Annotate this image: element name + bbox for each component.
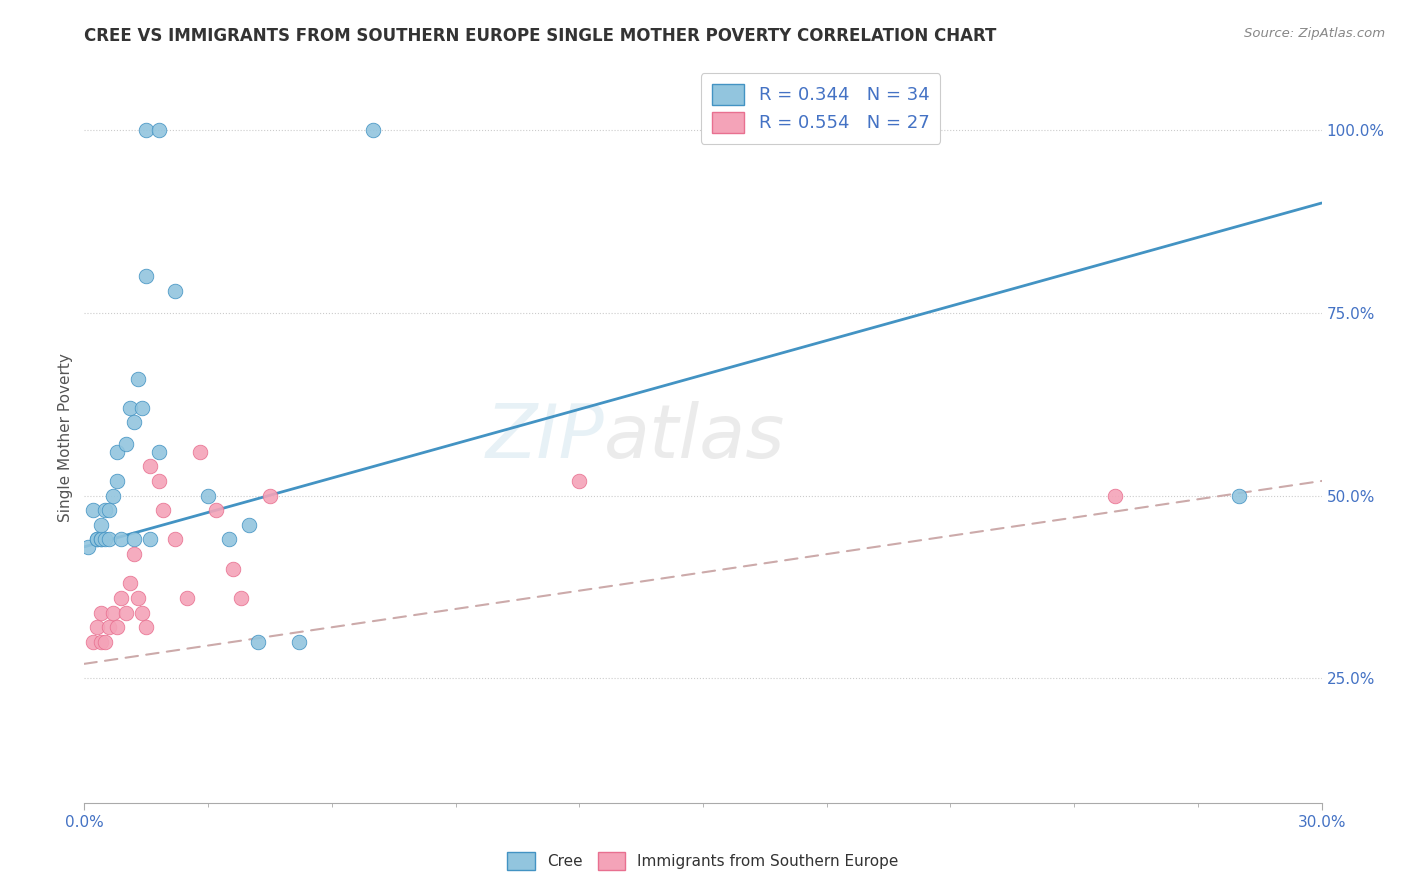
Point: [94, 635, 117, 649]
Point: [139, 459, 162, 474]
Point: [148, 474, 170, 488]
Point: [152, 503, 174, 517]
Point: [98, 503, 121, 517]
Point: [90, 606, 112, 620]
Point: [122, 547, 145, 561]
Point: [288, 635, 311, 649]
Point: [90, 517, 112, 532]
Point: [131, 606, 153, 620]
Point: [105, 444, 128, 458]
Point: [188, 444, 211, 458]
Point: [86, 533, 108, 547]
Point: [139, 533, 162, 547]
Point: [361, 123, 384, 137]
Point: [1227, 489, 1250, 503]
Point: [259, 489, 281, 503]
Point: [246, 635, 269, 649]
Point: [110, 591, 132, 605]
Point: [176, 591, 198, 605]
Point: [568, 474, 591, 488]
Point: [127, 591, 149, 605]
Point: [122, 416, 145, 430]
Point: [135, 269, 157, 284]
Text: ZIP: ZIP: [485, 401, 605, 473]
Point: [205, 503, 228, 517]
Point: [103, 606, 125, 620]
Point: [238, 517, 260, 532]
Point: [90, 533, 112, 547]
Point: [118, 401, 141, 415]
Point: [165, 533, 187, 547]
Legend: Cree, Immigrants from Southern Europe: Cree, Immigrants from Southern Europe: [498, 843, 908, 880]
Point: [127, 371, 149, 385]
Point: [98, 620, 121, 634]
Point: [1104, 489, 1126, 503]
Point: [122, 533, 145, 547]
Point: [135, 123, 157, 137]
Point: [90, 533, 112, 547]
Point: [114, 437, 136, 451]
Point: [118, 576, 141, 591]
Point: [131, 401, 153, 415]
Text: Source: ZipAtlas.com: Source: ZipAtlas.com: [1244, 27, 1385, 40]
Point: [94, 503, 117, 517]
Point: [86, 620, 108, 634]
Point: [148, 123, 170, 137]
Point: [94, 533, 117, 547]
Point: [82, 503, 104, 517]
Point: [86, 533, 108, 547]
Point: [103, 489, 125, 503]
Y-axis label: Single Mother Poverty: Single Mother Poverty: [58, 352, 73, 522]
Point: [105, 474, 128, 488]
Point: [98, 533, 121, 547]
Point: [218, 533, 240, 547]
Point: [110, 533, 132, 547]
Point: [135, 620, 157, 634]
Point: [229, 591, 252, 605]
Text: atlas: atlas: [605, 401, 786, 473]
Point: [82, 635, 104, 649]
Point: [90, 635, 112, 649]
Point: [148, 444, 170, 458]
Point: [77, 540, 100, 554]
Point: [165, 284, 187, 298]
Point: [105, 620, 128, 634]
Point: [222, 562, 245, 576]
Text: CREE VS IMMIGRANTS FROM SOUTHERN EUROPE SINGLE MOTHER POVERTY CORRELATION CHART: CREE VS IMMIGRANTS FROM SOUTHERN EUROPE …: [84, 27, 997, 45]
Point: [197, 489, 219, 503]
Point: [114, 606, 136, 620]
